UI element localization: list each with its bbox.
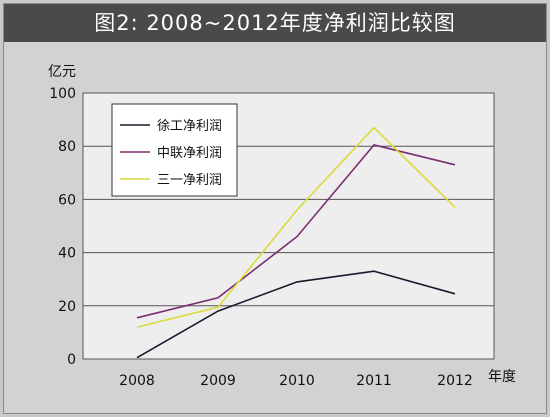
legend-label: 徐工净利润 [157,119,222,134]
y-tick-label: 40 [58,246,76,262]
series-line [136,126,456,328]
x-tick-label: 2011 [356,373,392,389]
legend-box [111,103,238,197]
x-tick-label: 2010 [279,373,315,389]
y-tick-label: 20 [58,299,76,315]
legend-label: 中联净利润 [157,146,222,161]
chart-title: 图2: 2008~2012年度净利润比较图 [4,4,546,42]
series-line [136,270,456,359]
legend-label: 三一净利润 [157,173,222,188]
y-tick-label: 0 [67,352,76,368]
y-tick-label: 100 [49,86,76,102]
y-tick-label: 60 [58,192,76,208]
x-tick-label: 2012 [437,373,473,389]
series-line [136,144,456,319]
y-tick-label: 80 [58,139,76,155]
x-tick-label: 2009 [200,373,236,389]
x-axis-unit: 年度 [488,369,516,385]
y-axis-unit: 亿元 [48,64,76,80]
x-tick-label: 2008 [119,373,155,389]
